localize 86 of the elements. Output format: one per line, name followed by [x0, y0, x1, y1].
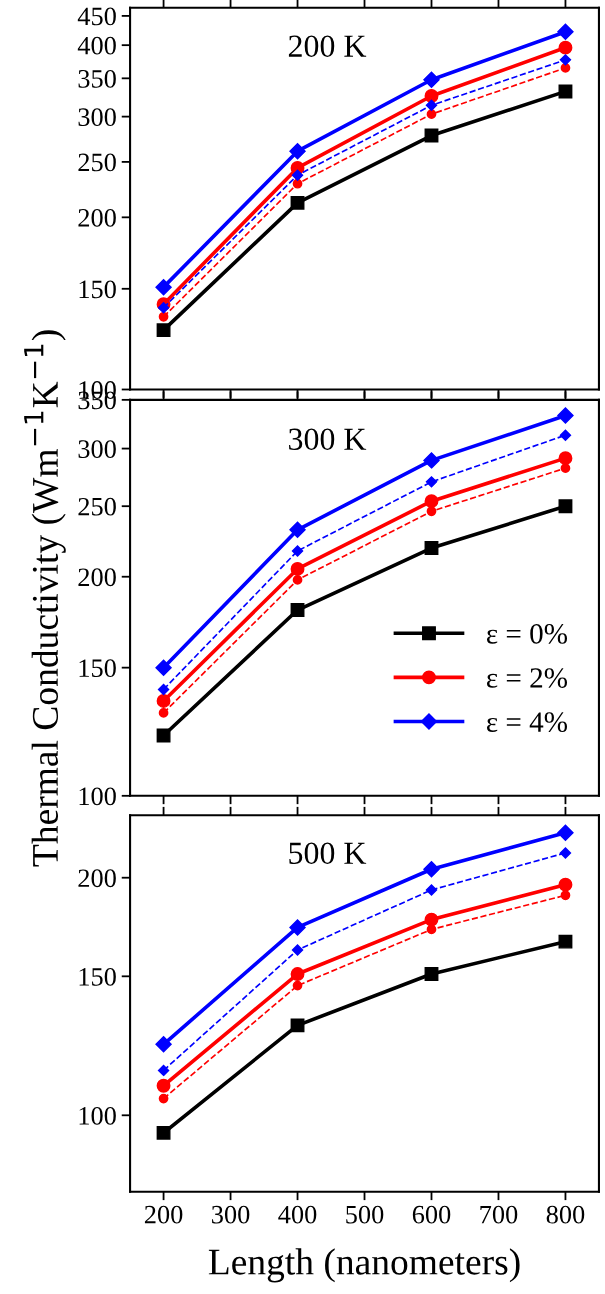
point	[157, 301, 170, 314]
point	[559, 54, 572, 66]
y-tick-label: 200	[78, 208, 116, 227]
point	[558, 934, 573, 949]
point	[426, 924, 437, 935]
y-tick-label: 150	[79, 967, 116, 986]
point	[560, 63, 571, 73]
point	[158, 708, 169, 718]
y-tick-label: 150	[79, 659, 116, 678]
legend-label: ε = 2%	[486, 668, 568, 688]
legend-label: ε = 0%	[486, 624, 568, 644]
point	[423, 861, 440, 878]
point	[560, 890, 571, 901]
point	[156, 323, 171, 338]
y-tick-label: 350	[78, 69, 116, 88]
point	[291, 944, 304, 956]
point	[558, 40, 573, 55]
y-tick-label: 150	[79, 280, 116, 299]
point	[557, 23, 574, 41]
point	[559, 847, 572, 859]
x-tick-label: 600	[412, 1205, 451, 1224]
x-axis-title: Length (nanometers)	[208, 1248, 520, 1283]
point	[424, 541, 439, 555]
point	[292, 575, 303, 585]
text: 300 K	[289, 428, 367, 451]
point	[425, 476, 438, 488]
y-tick-label: 300	[78, 108, 116, 127]
point	[290, 561, 305, 576]
point	[426, 109, 437, 120]
point	[423, 452, 440, 469]
point	[557, 407, 574, 424]
point	[424, 912, 439, 927]
point	[157, 1064, 170, 1077]
point	[156, 694, 171, 708]
point	[558, 451, 573, 466]
point	[290, 603, 305, 617]
point	[424, 494, 439, 509]
point	[290, 967, 305, 981]
y-tick-label: 200	[78, 568, 116, 587]
y-tick-label: 100	[79, 1106, 116, 1125]
y-axis-title: Thermal Conductivity (Wm$^{−1}$K$^{−1}$)	[24, 330, 66, 867]
y-tick-label: 300	[78, 440, 116, 458]
x-tick-label: 400	[278, 1205, 317, 1224]
x-tick-label: 300	[212, 1205, 250, 1224]
y-tick-label: 250	[78, 497, 116, 516]
text: 500 K	[289, 842, 367, 865]
point	[156, 728, 171, 743]
point	[291, 545, 304, 557]
legend-label: ε = 4%	[486, 712, 568, 733]
y-tick-label: 200	[78, 869, 116, 888]
x-tick-label: 500	[346, 1205, 384, 1224]
y-tick-label: 100	[79, 787, 116, 806]
point	[289, 919, 306, 936]
point	[290, 195, 305, 210]
y-tick-label: 250	[78, 153, 116, 172]
y-tick-label: 400	[77, 36, 116, 55]
point	[425, 884, 438, 896]
point	[424, 967, 439, 981]
point	[424, 89, 439, 103]
point	[292, 980, 303, 991]
point	[425, 99, 438, 111]
point	[157, 683, 170, 696]
point	[156, 1125, 171, 1140]
x-tick-label: 200	[144, 1205, 183, 1224]
x-tick-label: 700	[480, 1205, 518, 1224]
y-tick-label: 450	[77, 7, 116, 26]
point	[291, 169, 304, 181]
point	[560, 463, 571, 473]
point	[290, 1018, 305, 1033]
point	[289, 521, 306, 539]
point	[155, 1036, 172, 1053]
point	[156, 1078, 171, 1093]
x-tick-label: 800	[546, 1205, 585, 1224]
point	[155, 278, 172, 296]
text: 200 K	[288, 35, 367, 57]
point	[292, 178, 303, 189]
point	[155, 659, 172, 676]
point	[423, 71, 440, 88]
point	[558, 877, 573, 892]
point	[557, 824, 574, 842]
point	[289, 143, 306, 160]
point	[158, 311, 169, 322]
point	[158, 1093, 169, 1104]
point	[558, 499, 573, 514]
point	[559, 429, 572, 441]
point	[426, 506, 437, 517]
